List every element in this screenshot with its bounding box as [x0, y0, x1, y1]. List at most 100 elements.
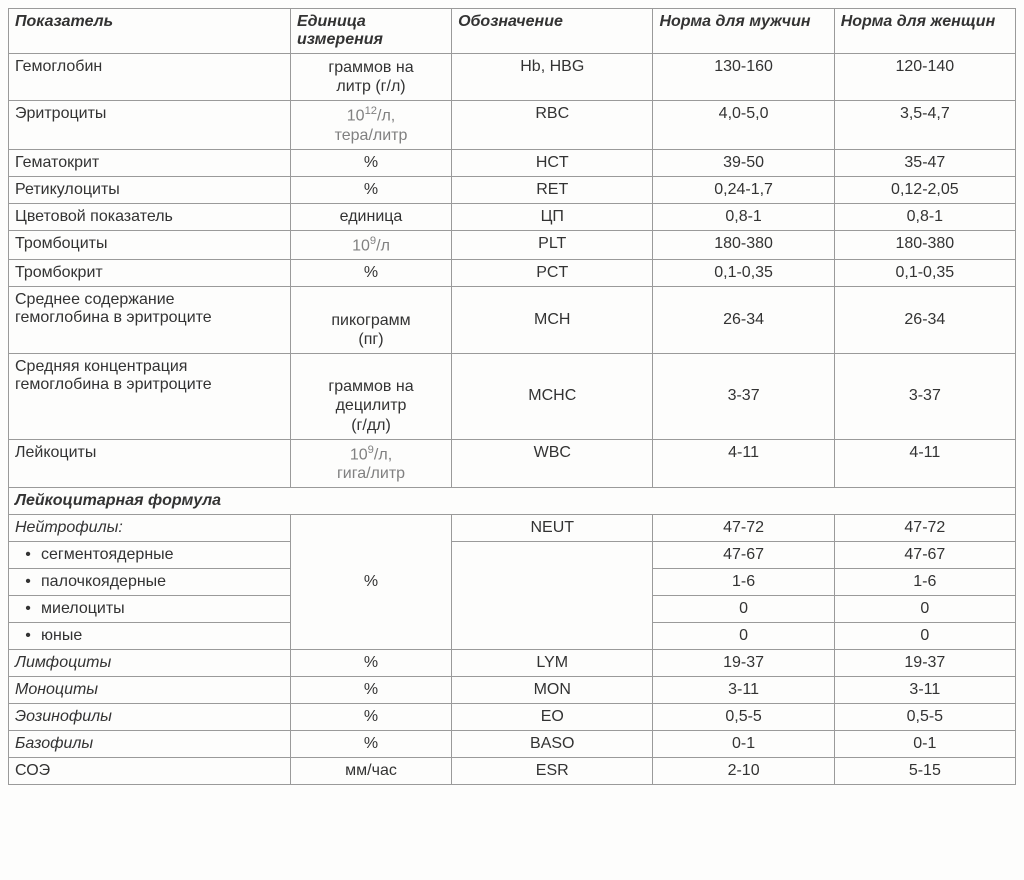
cell-female: 47-67 [834, 542, 1015, 569]
cell-indicator: Цветовой показатель [9, 204, 291, 231]
cell-indicator: •миелоциты [9, 596, 291, 623]
cell-unit: % [290, 150, 451, 177]
row-baso: Базофилы % BASO 0-1 0-1 [9, 731, 1016, 758]
cell-abbr: HCT [452, 150, 653, 177]
bullet-icon: • [15, 546, 41, 564]
cell-male: 47-67 [653, 542, 834, 569]
cell-female: 19-37 [834, 650, 1015, 677]
cell-male: 1-6 [653, 569, 834, 596]
row-wbc: Лейкоциты 109/л, гига/литр WBC 4-11 4-11 [9, 439, 1016, 488]
cell-abbr: RET [452, 177, 653, 204]
row-esr: СОЭ мм/час ESR 2-10 5-15 [9, 758, 1016, 785]
row-lym: Лимфоциты % LYM 19-37 19-37 [9, 650, 1016, 677]
cell-indicator: СОЭ [9, 758, 291, 785]
blood-test-norms-table: Показатель Единица измерения Обозначение… [8, 8, 1016, 785]
cell-indicator: Тромбоциты [9, 231, 291, 260]
cell-unit: единица [290, 204, 451, 231]
cell-male: 0,24-1,7 [653, 177, 834, 204]
row-mon: Моноциты % MON 3-11 3-11 [9, 677, 1016, 704]
header-row: Показатель Единица измерения Обозначение… [9, 9, 1016, 54]
cell-abbr: BASO [452, 731, 653, 758]
cell-female: 1-6 [834, 569, 1015, 596]
col-abbr: Обозначение [452, 9, 653, 54]
cell-indicator: Среднее содержание гемоглобина в эритроц… [9, 287, 291, 354]
row-mch: Среднее содержание гемоглобина в эритроц… [9, 287, 1016, 354]
cell-male: 39-50 [653, 150, 834, 177]
cell-indicator: •палочкоядерные [9, 569, 291, 596]
cell-unit: 109/л [290, 231, 451, 260]
cell-unit: граммов на децилитр (г/дл) [290, 353, 451, 439]
cell-unit: граммов на литр (г/л) [290, 54, 451, 101]
cell-abbr: NEUT [452, 515, 653, 542]
cell-male: 3-11 [653, 677, 834, 704]
cell-abbr: PCT [452, 260, 653, 287]
cell-indicator: Нейтрофилы: [9, 515, 291, 542]
cell-female: 47-72 [834, 515, 1015, 542]
cell-male: 4,0-5,0 [653, 101, 834, 150]
cell-female: 0,12-2,05 [834, 177, 1015, 204]
cell-unit: пикограмм (пг) [290, 287, 451, 354]
cell-female: 4-11 [834, 439, 1015, 488]
cell-indicator: Тромбокрит [9, 260, 291, 287]
cell-female: 180-380 [834, 231, 1015, 260]
cell-male: 0 [653, 596, 834, 623]
cell-unit-neutrophils: % [290, 515, 451, 650]
cell-abbr: WBC [452, 439, 653, 488]
cell-female: 26-34 [834, 287, 1015, 354]
bullet-icon: • [15, 627, 41, 645]
cell-male: 0,1-0,35 [653, 260, 834, 287]
row-eo: Эозинофилы % EO 0,5-5 0,5-5 [9, 704, 1016, 731]
cell-indicator: Моноциты [9, 677, 291, 704]
cell-male: 19-37 [653, 650, 834, 677]
cell-female: 0,5-5 [834, 704, 1015, 731]
cell-female: 0,1-0,35 [834, 260, 1015, 287]
cell-unit: % [290, 177, 451, 204]
row-cp: Цветовой показатель единица ЦП 0,8-1 0,8… [9, 204, 1016, 231]
cell-female: 35-47 [834, 150, 1015, 177]
cell-indicator: Базофилы [9, 731, 291, 758]
col-unit: Единица измерения [290, 9, 451, 54]
cell-female: 5-15 [834, 758, 1015, 785]
cell-indicator: Гемоглобин [9, 54, 291, 101]
cell-abbr-empty [452, 542, 653, 650]
cell-male: 4-11 [653, 439, 834, 488]
cell-indicator: Ретикулоциты [9, 177, 291, 204]
cell-abbr: PLT [452, 231, 653, 260]
cell-indicator: Гематокрит [9, 150, 291, 177]
cell-unit: % [290, 260, 451, 287]
row-rbc: Эритроциты 1012/л, тера/литр RBC 4,0-5,0… [9, 101, 1016, 150]
cell-female: 0 [834, 623, 1015, 650]
cell-male: 0 [653, 623, 834, 650]
row-mchc: Средняя концентрация гемоглобина в эритр… [9, 353, 1016, 439]
cell-male: 130-160 [653, 54, 834, 101]
cell-indicator: Средняя концентрация гемоглобина в эритр… [9, 353, 291, 439]
col-male: Норма для мужчин [653, 9, 834, 54]
cell-abbr: MCH [452, 287, 653, 354]
cell-male: 180-380 [653, 231, 834, 260]
cell-female: 0 [834, 596, 1015, 623]
row-neut: Нейтрофилы: % NEUT 47-72 47-72 [9, 515, 1016, 542]
cell-male: 0,5-5 [653, 704, 834, 731]
cell-female: 120-140 [834, 54, 1015, 101]
cell-female: 3-11 [834, 677, 1015, 704]
cell-unit: 1012/л, тера/литр [290, 101, 451, 150]
cell-abbr: ESR [452, 758, 653, 785]
cell-indicator: •юные [9, 623, 291, 650]
cell-unit: мм/час [290, 758, 451, 785]
row-section-leukocyte-formula: Лейкоцитарная формула [9, 488, 1016, 515]
cell-male: 0-1 [653, 731, 834, 758]
cell-abbr: EO [452, 704, 653, 731]
cell-female: 0-1 [834, 731, 1015, 758]
cell-female: 3-37 [834, 353, 1015, 439]
row-pct: Тромбокрит % PCT 0,1-0,35 0,1-0,35 [9, 260, 1016, 287]
row-neut-seg: •сегментоядерные 47-67 47-67 [9, 542, 1016, 569]
row-plt: Тромбоциты 109/л PLT 180-380 180-380 [9, 231, 1016, 260]
cell-unit: % [290, 731, 451, 758]
cell-male: 26-34 [653, 287, 834, 354]
bullet-icon: • [15, 573, 41, 591]
cell-indicator: Лимфоциты [9, 650, 291, 677]
cell-male: 3-37 [653, 353, 834, 439]
cell-unit: % [290, 677, 451, 704]
col-indicator: Показатель [9, 9, 291, 54]
cell-indicator: •сегментоядерные [9, 542, 291, 569]
